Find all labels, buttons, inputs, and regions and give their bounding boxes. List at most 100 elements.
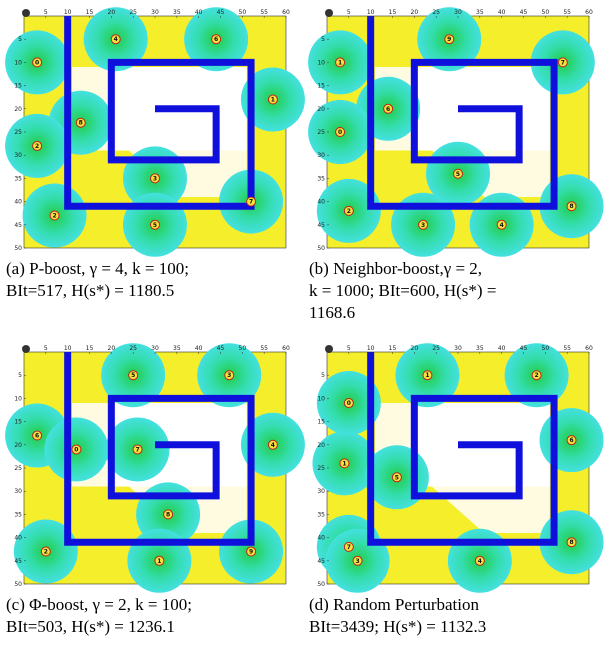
- x-tick-label: 40: [195, 9, 203, 16]
- y-tick-label: 15: [14, 419, 22, 426]
- figure: 4601823257510152025303540455055605101520…: [0, 0, 611, 652]
- x-tick-label: 55: [563, 9, 571, 16]
- sensor-label: 4: [500, 222, 504, 229]
- x-tick-label: 45: [520, 345, 528, 352]
- x-tick-label: 35: [173, 345, 181, 352]
- sensor-label: 4: [478, 558, 482, 565]
- x-tick-label: 10: [64, 9, 72, 16]
- y-tick-label: 25: [317, 465, 325, 472]
- x-tick-label: 50: [239, 345, 247, 352]
- y-tick-label: 25: [317, 129, 325, 136]
- y-tick-label: 15: [14, 83, 22, 90]
- x-tick-label: 30: [151, 9, 159, 16]
- x-tick-label: 50: [239, 9, 247, 16]
- y-tick-label: 15: [317, 419, 325, 426]
- sensor-label: 2: [44, 549, 48, 556]
- caption-line: k = 1000; BIt=600, H(s*) =: [309, 281, 496, 300]
- x-tick-label: 20: [108, 345, 116, 352]
- sensor-label: 1: [342, 460, 346, 467]
- sensor-label: 4: [271, 442, 275, 449]
- x-tick-label: 60: [282, 9, 290, 16]
- panel: 1206157348510152025303540455055605101520…: [309, 343, 604, 636]
- x-tick-label: 50: [542, 345, 550, 352]
- y-tick-label: 35: [317, 511, 325, 518]
- robot-icon: [325, 9, 333, 17]
- y-tick-label: 50: [317, 581, 325, 588]
- sensor-label: 1: [425, 372, 429, 379]
- sensor-label: 3: [421, 222, 425, 229]
- y-tick-label: 35: [317, 175, 325, 182]
- sensor-label: 5: [131, 372, 135, 379]
- x-tick-label: 55: [563, 345, 571, 352]
- x-tick-label: 15: [389, 345, 397, 352]
- x-tick-label: 35: [476, 345, 484, 352]
- robot-icon: [22, 345, 30, 353]
- x-tick-label: 30: [454, 9, 462, 16]
- y-tick-label: 30: [317, 152, 325, 159]
- x-tick-label: 45: [217, 9, 225, 16]
- sensor-label: 3: [153, 175, 157, 182]
- y-tick-label: 5: [321, 36, 325, 43]
- sensor-label: 3: [227, 372, 231, 379]
- y-tick-label: 20: [317, 442, 325, 449]
- y-tick-label: 40: [317, 535, 325, 542]
- x-tick-label: 25: [129, 9, 137, 16]
- sensor-label: 6: [386, 106, 390, 113]
- x-tick-label: 20: [411, 9, 419, 16]
- y-tick-label: 20: [14, 106, 22, 113]
- x-tick-label: 10: [367, 9, 375, 16]
- x-tick-label: 55: [260, 345, 268, 352]
- sensor-label: 1: [157, 558, 161, 565]
- sensor-label: 9: [249, 549, 253, 556]
- x-tick-label: 45: [217, 345, 225, 352]
- x-tick-label: 15: [86, 9, 94, 16]
- sensor-label: 5: [395, 474, 399, 481]
- y-tick-label: 35: [14, 511, 22, 518]
- y-tick-label: 20: [317, 106, 325, 113]
- sensor-label: 7: [249, 199, 253, 206]
- y-tick-label: 15: [317, 83, 325, 90]
- sensor-label: 6: [569, 437, 573, 444]
- y-tick-label: 30: [317, 488, 325, 495]
- sensor-label: 8: [166, 511, 170, 518]
- x-tick-label: 20: [108, 9, 116, 16]
- x-tick-label: 15: [86, 345, 94, 352]
- x-tick-label: 60: [585, 9, 593, 16]
- sensor-label: 1: [338, 59, 342, 66]
- sensor-label: 6: [35, 433, 39, 440]
- sensor-label: 4: [114, 36, 118, 43]
- caption-line: BIt=503, H(s*) = 1236.1: [6, 617, 175, 636]
- x-tick-label: 60: [282, 345, 290, 352]
- caption-line: BIt=3439; H(s*) = 1132.3: [309, 617, 486, 636]
- x-tick-label: 50: [542, 9, 550, 16]
- x-tick-label: 40: [498, 9, 506, 16]
- y-tick-label: 30: [14, 488, 22, 495]
- sensor-label: 0: [338, 129, 342, 136]
- y-tick-label: 40: [14, 535, 22, 542]
- y-tick-label: 40: [317, 199, 325, 206]
- y-tick-label: 50: [317, 245, 325, 252]
- x-tick-label: 35: [476, 9, 484, 16]
- sensor-label: 9: [447, 36, 451, 43]
- x-tick-label: 5: [347, 9, 351, 16]
- sensor-label: 0: [347, 400, 351, 407]
- y-tick-label: 10: [317, 59, 325, 66]
- sensor-label: 5: [456, 171, 460, 178]
- x-tick-label: 40: [195, 345, 203, 352]
- x-tick-label: 20: [411, 345, 419, 352]
- x-tick-label: 40: [498, 345, 506, 352]
- sensor-label: 1: [271, 97, 275, 104]
- x-tick-label: 25: [432, 9, 440, 16]
- sensor-label: 7: [135, 446, 139, 453]
- caption-line: (a) P-boost, γ = 4, k = 100;: [6, 259, 189, 278]
- x-tick-label: 10: [367, 345, 375, 352]
- robot-icon: [22, 9, 30, 17]
- x-tick-label: 5: [44, 9, 48, 16]
- sensor-label: 0: [35, 59, 39, 66]
- y-tick-label: 10: [317, 395, 325, 402]
- y-tick-label: 45: [317, 222, 325, 229]
- x-tick-label: 35: [173, 9, 181, 16]
- y-tick-label: 5: [321, 372, 325, 379]
